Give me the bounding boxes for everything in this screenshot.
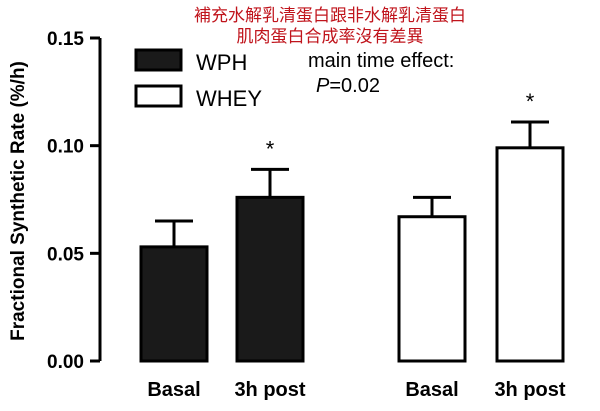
legend-label-whey: WHEY [196, 86, 262, 111]
bar-whey-1 [495, 146, 565, 363]
x-tick-label-whey-1: 3h post [494, 379, 565, 401]
x-tick-label-whey-0: Basal [405, 379, 458, 401]
y-tick-label-1: 0.05 [47, 244, 84, 265]
bar-whey-0 [397, 215, 467, 363]
chart-title-line-1: 補充水解乳清蛋白跟非水解乳清蛋白 [194, 6, 466, 26]
annotation-p-symbol: P [316, 75, 330, 97]
x-tick-label-wph-1: 3h post [234, 379, 305, 401]
bar-wph-1 [235, 195, 305, 363]
significance-mark-wph-1: * [266, 136, 275, 161]
y-axis: 0.00 0.05 0.10 0.15 [47, 29, 102, 373]
legend-swatch-wph [134, 48, 183, 72]
annotation-main-time-effect: main time effect: [308, 50, 454, 72]
y-tick-label-2: 0.10 [47, 137, 84, 158]
bar-wph-0 [139, 245, 209, 363]
legend-swatch-whey [134, 84, 183, 108]
legend: WPH WHEY [134, 48, 262, 111]
annotation-p-value-number: =0.02 [329, 75, 380, 97]
significance-mark-whey-1: * [526, 89, 535, 114]
y-tick-label-3: 0.15 [47, 29, 84, 50]
y-tick-label-0: 0.00 [47, 352, 84, 373]
bars: ** [139, 89, 565, 363]
y-axis-label: Fractional Synthetic Rate (%/h) [8, 61, 29, 341]
chart-title-line-2: 肌肉蛋白合成率沒有差異 [237, 27, 424, 47]
x-tick-label-wph-0: Basal [147, 379, 200, 401]
legend-label-wph: WPH [196, 50, 247, 75]
annotation-p-value: P=0.02 [316, 75, 380, 97]
x-axis-labels: Basal 3h post Basal 3h post [147, 379, 566, 401]
